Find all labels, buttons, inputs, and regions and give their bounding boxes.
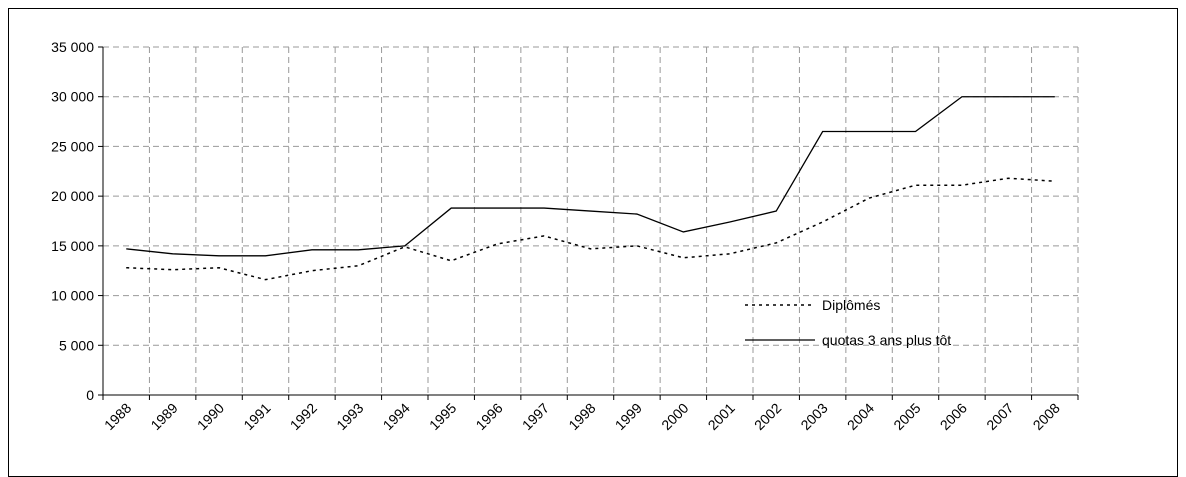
line-series (126, 177, 1055, 281)
x-tick-label: 2007 (983, 400, 1016, 433)
x-tick-label: 1997 (519, 400, 552, 433)
line-series (126, 96, 1055, 257)
legend-label: quotas 3 ans plus tôt (822, 332, 951, 348)
x-tick-label: 1988 (101, 400, 134, 433)
x-tick-label: 2001 (705, 400, 738, 433)
x-tick-label: 2004 (844, 400, 877, 433)
y-tick-label: 5 000 (59, 337, 94, 353)
y-tick-label: 30 000 (51, 89, 94, 105)
x-tick-label: 2005 (890, 400, 923, 433)
y-tick-label: 25 000 (51, 138, 94, 154)
x-tick-label: 2003 (797, 400, 830, 433)
x-tick-label: 1990 (194, 400, 227, 433)
x-tick-label: 1991 (240, 400, 273, 433)
x-tick-label: 1994 (380, 400, 413, 433)
x-tick-label: 2008 (1030, 400, 1063, 433)
y-tick-label: 35 000 (51, 39, 94, 55)
x-tick-label: 2002 (751, 400, 784, 433)
x-tick-label: 2006 (937, 400, 970, 433)
legend-label: Diplômés (822, 297, 880, 313)
x-tick-label: 1996 (472, 400, 505, 433)
x-tick-label: 1993 (333, 400, 366, 433)
y-tick-label: 10 000 (51, 288, 94, 304)
x-tick-label: 1999 (612, 400, 645, 433)
y-tick-label: 15 000 (51, 238, 94, 254)
x-tick-label: 1998 (565, 400, 598, 433)
x-tick-label: 1992 (287, 400, 320, 433)
x-tick-label: 2000 (658, 400, 691, 433)
y-tick-label: 0 (86, 387, 94, 403)
x-tick-label: 1989 (147, 400, 180, 433)
x-tick-label: 1995 (426, 400, 459, 433)
y-tick-label: 20 000 (51, 188, 94, 204)
